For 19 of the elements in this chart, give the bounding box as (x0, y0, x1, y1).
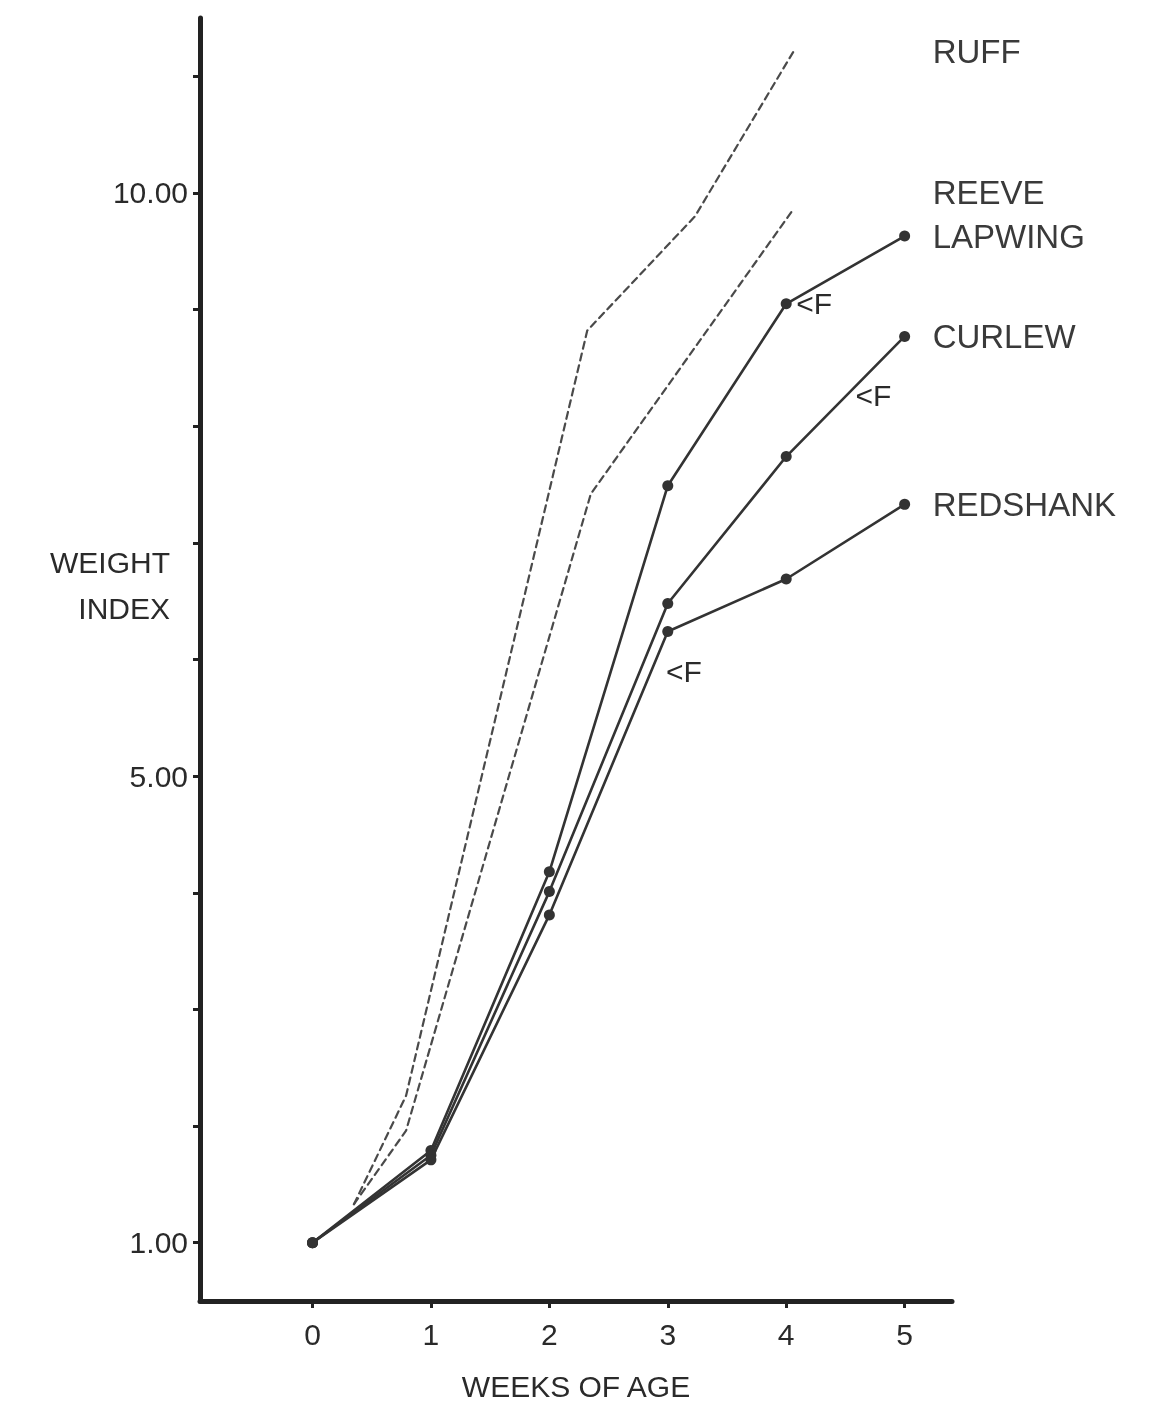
y-tick-label: 5.00 (129, 759, 188, 793)
text: RUFF (932, 33, 1021, 71)
x-tick-label: 4 (777, 1317, 795, 1351)
annotation: <F (665, 654, 702, 688)
x-axis-title: WEEKS OF AGE (461, 1369, 691, 1403)
x-tick-label: 1 (422, 1317, 440, 1351)
series-label: CURLEW (932, 317, 1077, 355)
annotation: <F (855, 379, 892, 413)
y-axis-title: WEIGHT INDEX (50, 545, 170, 625)
series-label: LAPWING (932, 217, 1085, 255)
x-tick-label: 3 (659, 1317, 677, 1351)
series-label: REDSHANK (932, 485, 1116, 523)
y-tick-label: 10.00 (112, 176, 188, 210)
y-tick-label: 1.00 (129, 1226, 188, 1260)
x-tick-label: 2 (541, 1317, 558, 1351)
annotation: <F (796, 287, 833, 321)
text: REEVE (932, 173, 1045, 211)
x-tick-label: 0 (304, 1317, 321, 1351)
x-tick-label: 5 (896, 1317, 913, 1351)
